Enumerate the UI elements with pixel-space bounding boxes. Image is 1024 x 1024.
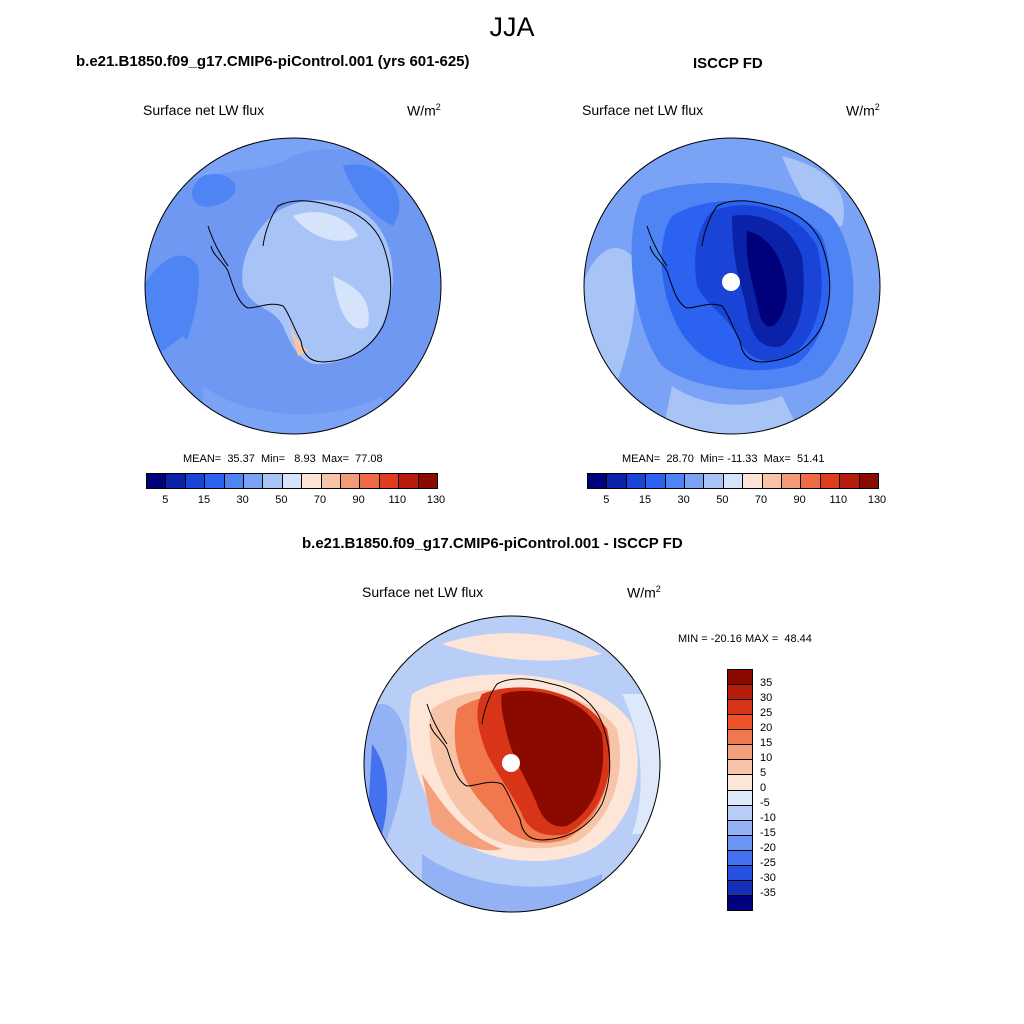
colorbar-tick-label: 50: [716, 494, 729, 506]
colorbar-swatch: [728, 715, 752, 731]
panel2-title: ISCCP FD: [693, 55, 763, 72]
colorbar-tick-label: 5: [603, 494, 610, 506]
colorbar-tick-label: -35: [760, 887, 776, 899]
panel1-stats: MEAN= 35.37 Min= 8.93 Max= 77.08: [183, 453, 383, 465]
colorbar-tick-label: 15: [760, 737, 773, 749]
colorbar-swatch: [728, 775, 752, 791]
diff-colorbar: [727, 669, 753, 911]
panel2-variable-label: Surface net LW flux: [582, 102, 704, 118]
colorbar-tick-label: 70: [754, 494, 768, 506]
colorbar-swatch: [704, 474, 724, 488]
colorbar-swatch: [728, 685, 752, 701]
colorbar-swatch: [840, 474, 860, 488]
colorbar-swatch: [646, 474, 666, 488]
colorbar-swatch: [205, 474, 225, 488]
colorbar-swatch: [782, 474, 802, 488]
panel1-colorbar: [146, 473, 438, 489]
colorbar-tick-label: -15: [760, 827, 776, 839]
panel2-stats: MEAN= 28.70 Min= -11.33 Max= 51.41: [622, 453, 825, 465]
colorbar-swatch: [263, 474, 283, 488]
colorbar-swatch: [685, 474, 705, 488]
colorbar-swatch: [147, 474, 167, 488]
panel2-unit-label: W/m2: [846, 102, 880, 119]
colorbar-tick-label: -30: [760, 872, 776, 884]
colorbar-swatch: [728, 805, 752, 821]
colorbar-tick-label: 30: [677, 494, 690, 506]
colorbar-swatch: [728, 760, 752, 776]
colorbar-swatch: [762, 474, 783, 488]
colorbar-tick-label: 30: [236, 494, 249, 506]
diff-variable-label: Surface net LW flux: [362, 584, 484, 600]
colorbar-swatch: [820, 474, 841, 488]
colorbar-swatch: [607, 474, 627, 488]
colorbar-tick-label: 30: [760, 692, 773, 704]
panel1-colorbar-ticks: 5 15 30 50 70 90 110 130: [146, 494, 445, 508]
colorbar-swatch: [728, 835, 752, 851]
diff-panel-title: b.e21.B1850.f09_g17.CMIP6-piControl.001 …: [302, 535, 683, 552]
colorbar-tick-label: 0: [760, 782, 767, 794]
diff-unit-label: W/m2: [627, 584, 661, 601]
colorbar-tick-label: 70: [313, 494, 327, 506]
colorbar-swatch: [185, 474, 206, 488]
colorbar-swatch: [665, 474, 686, 488]
colorbar-tick-label: 5: [760, 767, 767, 779]
colorbar-tick-label: -5: [760, 797, 770, 809]
colorbar-tick-label: 110: [829, 494, 848, 506]
colorbar-tick-label: 90: [793, 494, 806, 506]
colorbar-tick-label: 35: [760, 677, 773, 689]
colorbar-swatch: [728, 865, 752, 881]
colorbar-tick-label: 110: [388, 494, 407, 506]
colorbar-swatch: [399, 474, 419, 488]
colorbar-swatch: [728, 880, 752, 896]
colorbar-swatch: [728, 700, 752, 716]
colorbar-tick-label: -10: [760, 812, 776, 824]
colorbar-swatch: [418, 474, 438, 488]
panel2-colorbar-ticks: 5 15 30 50 70 90 110 130: [587, 494, 886, 508]
panel1-polar-map: [144, 137, 442, 435]
colorbar-swatch: [360, 474, 380, 488]
diff-stats: MIN = -20.16 MAX = 48.44: [678, 633, 812, 645]
colorbar-tick-label: 25: [760, 707, 773, 719]
colorbar-swatch: [743, 474, 763, 488]
colorbar-swatch: [728, 850, 752, 866]
colorbar-swatch: [728, 820, 752, 836]
colorbar-tick-label: 20: [760, 722, 773, 734]
panel1-variable-label: Surface net LW flux: [143, 102, 265, 118]
colorbar-swatch: [728, 670, 752, 686]
colorbar-tick-label: 10: [760, 752, 773, 764]
colorbar-tick-label: -20: [760, 842, 776, 854]
colorbar-tick-label: -25: [760, 857, 776, 869]
colorbar-swatch: [224, 474, 245, 488]
diff-polar-map: [363, 615, 661, 913]
colorbar-swatch: [728, 745, 752, 761]
colorbar-tick-label: 15: [638, 494, 652, 506]
colorbar-tick-label: 5: [162, 494, 169, 506]
panel1-title: b.e21.B1850.f09_g17.CMIP6-piControl.001 …: [76, 53, 470, 70]
colorbar-swatch: [728, 730, 752, 746]
colorbar-swatch: [723, 474, 744, 488]
colorbar-tick-label: 90: [352, 494, 365, 506]
colorbar-swatch: [728, 790, 752, 806]
colorbar-swatch: [728, 895, 752, 910]
panel2-polar-map: [583, 137, 881, 435]
colorbar-swatch: [321, 474, 342, 488]
colorbar-tick-label: 130: [426, 494, 446, 506]
diff-colorbar-ticks: 35 30 25 20 15 10 5 0 -5 -10 -15 -20 -25 -30 -35: [760, 669, 800, 909]
colorbar-swatch: [282, 474, 303, 488]
panel1-unit-label: W/m2: [407, 102, 441, 119]
colorbar-tick-label: 50: [275, 494, 288, 506]
panel2-colorbar: [587, 473, 879, 489]
colorbar-swatch: [244, 474, 264, 488]
colorbar-swatch: [626, 474, 647, 488]
colorbar-tick-label: 130: [867, 494, 887, 506]
figure-title: JJA: [489, 12, 535, 42]
colorbar-swatch: [859, 474, 879, 488]
colorbar-swatch: [302, 474, 322, 488]
colorbar-swatch: [341, 474, 361, 488]
colorbar-tick-label: 15: [197, 494, 211, 506]
colorbar-swatch: [379, 474, 400, 488]
colorbar-swatch: [166, 474, 186, 488]
colorbar-swatch: [588, 474, 608, 488]
colorbar-swatch: [801, 474, 821, 488]
